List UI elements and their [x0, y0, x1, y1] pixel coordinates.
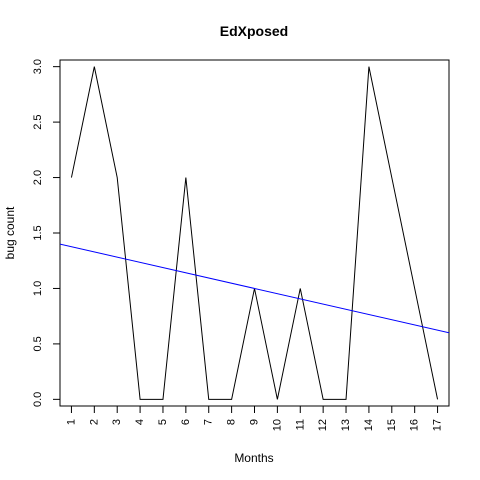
y-tick-label: 2.0: [32, 170, 44, 185]
x-tick-label: 17: [432, 419, 444, 431]
x-tick-label: 5: [157, 419, 169, 425]
x-tick-label: 15: [386, 419, 398, 431]
y-tick-label: 1.5: [32, 225, 44, 240]
x-tick-label: 9: [249, 419, 261, 425]
x-tick-label: 6: [180, 419, 192, 425]
trend-line: [60, 243, 449, 334]
y-axis-label: bug count: [3, 206, 17, 259]
y-tick-label: 2.5: [32, 114, 44, 129]
x-tick-label: 4: [134, 419, 146, 425]
y-axis: 0.0 0.5 1.0 1.5 2.0 2.5 3.0: [32, 59, 61, 407]
x-tick-label: 16: [409, 419, 421, 431]
x-tick-label: 12: [317, 419, 329, 431]
x-tick-label: 10: [271, 419, 283, 431]
y-tick-label: 3.0: [32, 59, 44, 74]
x-tick-label: 2: [88, 419, 100, 425]
x-tick-label: 7: [203, 419, 215, 425]
x-axis: 1 2 3 4 5 6 7 8 9 10 11 12 13 14 15 16 17: [65, 405, 444, 431]
x-tick-label: 11: [294, 419, 306, 430]
plot-area: [60, 66, 449, 400]
x-tick-label: 1: [65, 419, 77, 425]
x-axis-label: Months: [234, 451, 273, 465]
chart-title: EdXposed: [220, 23, 288, 39]
x-tick-label: 13: [340, 419, 352, 431]
x-tick-label: 8: [226, 419, 238, 425]
x-tick-label: 3: [111, 419, 123, 425]
y-tick-label: 0.0: [32, 392, 44, 407]
x-tick-label: 14: [363, 419, 375, 431]
y-tick-label: 0.5: [32, 336, 44, 351]
y-tick-label: 1.0: [32, 281, 44, 296]
